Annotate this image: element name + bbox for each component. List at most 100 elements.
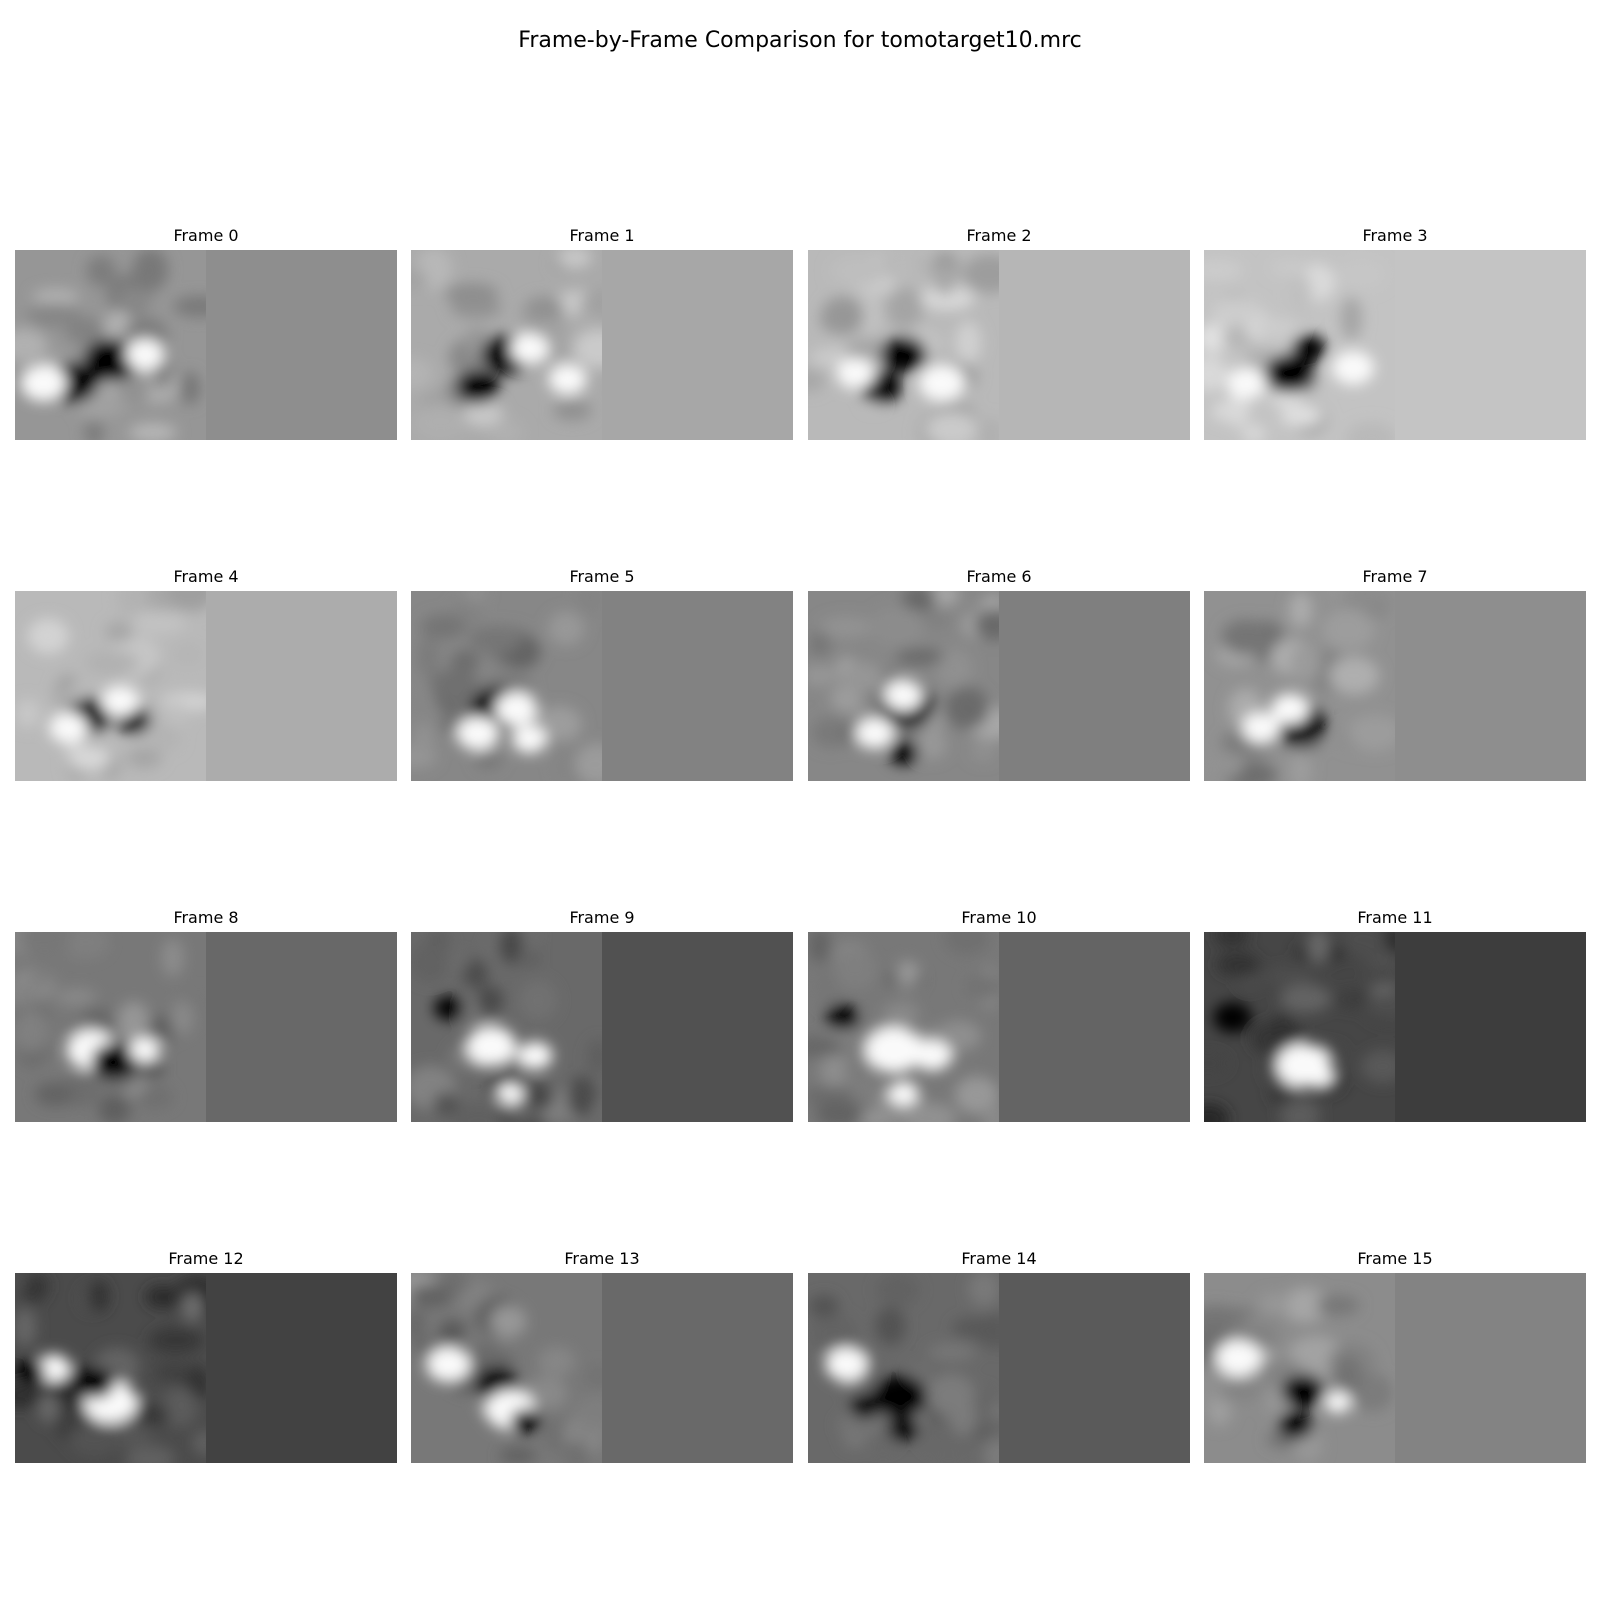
left-slice (15, 250, 206, 440)
right-slice (602, 591, 793, 781)
right-slice (999, 1273, 1190, 1463)
frame-panel: Frame 12 (15, 1249, 397, 1463)
dark-feature (825, 1003, 860, 1032)
dark-feature (880, 336, 927, 373)
dark-feature (1213, 1002, 1252, 1033)
bright-feature (855, 718, 894, 749)
frame-panel: Frame 1 (411, 226, 793, 440)
frame-image (15, 591, 397, 781)
bright-feature (512, 725, 547, 753)
bright-feature (548, 363, 587, 395)
right-slice (1395, 1273, 1586, 1463)
left-slice (15, 1273, 206, 1463)
figure-title: Frame-by-Frame Comparison for tomotarget… (518, 28, 1082, 53)
frame-title: Frame 4 (173, 567, 239, 586)
bright-feature (1270, 693, 1310, 725)
right-slice (206, 591, 397, 781)
frame-title: Frame 12 (168, 1249, 244, 1268)
left-slice (1204, 250, 1395, 440)
left-slice (1204, 1273, 1395, 1463)
frame-image (808, 932, 1190, 1122)
frame-title: Frame 6 (966, 567, 1032, 586)
bright-feature (510, 333, 549, 365)
frame-image (1204, 250, 1586, 440)
right-slice (1395, 250, 1586, 440)
frame-image (808, 591, 1190, 781)
right-slice (1395, 591, 1586, 781)
dark-feature (15, 1359, 46, 1384)
right-slice (999, 932, 1190, 1122)
bright-feature (49, 712, 88, 744)
frame-title: Frame 15 (1357, 1249, 1433, 1268)
bright-feature (496, 1082, 524, 1105)
bright-feature (825, 1347, 868, 1381)
left-slice (808, 250, 999, 440)
left-slice (15, 591, 206, 781)
left-slice (411, 1273, 602, 1463)
right-slice (1395, 932, 1586, 1122)
frame-image (808, 250, 1190, 440)
dark-feature (76, 1367, 115, 1399)
right-slice (206, 1273, 397, 1463)
bright-feature (836, 358, 875, 389)
left-slice (411, 250, 602, 440)
frame-title: Frame 2 (966, 226, 1032, 245)
right-slice (206, 250, 397, 440)
dark-feature (888, 740, 919, 765)
frame-title: Frame 8 (173, 908, 239, 927)
dark-feature (456, 370, 499, 404)
dark-feature (888, 1416, 919, 1441)
frame-panel: Frame 14 (808, 1249, 1190, 1463)
frame-image (15, 932, 397, 1122)
frame-title: Frame 13 (564, 1249, 640, 1268)
right-slice (602, 250, 793, 440)
bright-feature (495, 692, 538, 726)
frame-panel: Frame 11 (1204, 908, 1586, 1122)
left-slice (808, 591, 999, 781)
frame-title: Frame 5 (569, 567, 635, 586)
dark-feature (873, 1375, 927, 1418)
frame-image (411, 250, 793, 440)
left-slice (411, 932, 602, 1122)
frame-title: Frame 11 (1357, 908, 1433, 927)
frame-image (808, 1273, 1190, 1463)
dark-feature (1278, 1411, 1313, 1439)
dark-feature (433, 995, 465, 1021)
frame-panel: Frame 0 (15, 226, 397, 440)
bright-feature (129, 1037, 161, 1062)
frame-image (1204, 591, 1586, 781)
frame-panel: Frame 9 (411, 908, 793, 1122)
right-slice (602, 932, 793, 1122)
bright-feature (518, 1041, 553, 1070)
left-slice (1204, 591, 1395, 781)
frame-image (15, 1273, 397, 1463)
frame-title: Frame 7 (1362, 567, 1428, 586)
dark-feature (1282, 1374, 1325, 1408)
bright-feature (888, 1081, 919, 1106)
frame-panel: Frame 10 (808, 908, 1190, 1122)
bright-feature (466, 1026, 516, 1066)
frame-title: Frame 1 (569, 226, 635, 245)
bright-feature (101, 685, 140, 717)
dark-feature (850, 1393, 881, 1419)
frame-title: Frame 10 (961, 908, 1037, 927)
frame-panel: Frame 2 (808, 226, 1190, 440)
bright-feature (125, 339, 164, 370)
dark-feature (91, 1042, 138, 1080)
frame-panel: Frame 6 (808, 567, 1190, 781)
dark-feature (1291, 335, 1327, 363)
right-slice (999, 591, 1190, 781)
frame-panel: Frame 3 (1204, 226, 1586, 440)
frame-panel: Frame 4 (15, 567, 397, 781)
frame-image (411, 591, 793, 781)
bright-feature (1226, 367, 1266, 399)
bright-feature (1215, 1340, 1262, 1377)
frame-image (411, 1273, 793, 1463)
bright-feature (428, 1347, 471, 1381)
bright-feature (884, 680, 923, 711)
bright-feature (918, 364, 965, 402)
left-slice (15, 932, 206, 1122)
dark-feature (1265, 353, 1315, 394)
left-slice (808, 932, 999, 1122)
frame-image (1204, 1273, 1586, 1463)
